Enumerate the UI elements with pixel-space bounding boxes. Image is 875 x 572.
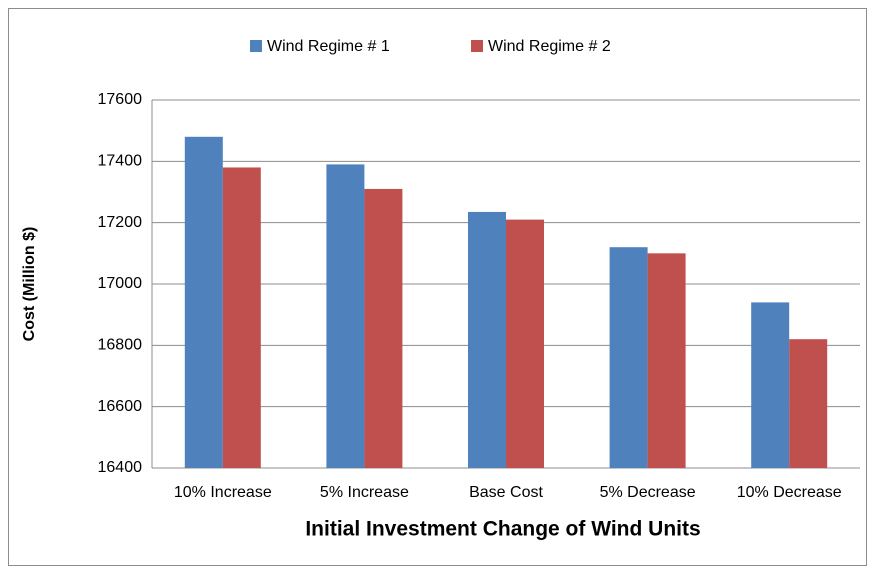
- legend-swatch: [250, 40, 262, 52]
- x-tick-label: Base Cost: [469, 484, 543, 501]
- legend-label: Wind Regime # 1: [267, 38, 390, 55]
- y-tick-label: 17600: [98, 91, 143, 108]
- bar: [506, 219, 544, 468]
- x-tick-label: 10% Increase: [174, 484, 272, 501]
- x-axis-title: Initial Investment Change of Wind Units: [305, 518, 700, 541]
- bar: [364, 188, 403, 468]
- bar: [609, 247, 648, 468]
- bar: [789, 339, 828, 468]
- y-tick-label: 17400: [98, 153, 143, 170]
- y-tick-label: 16600: [98, 398, 143, 415]
- bar: [326, 164, 365, 468]
- bar: [468, 211, 506, 468]
- y-tick-label: 16400: [98, 459, 143, 476]
- x-tick-label: 10% Decrease: [737, 484, 842, 501]
- x-tick-label: 5% Decrease: [600, 484, 696, 501]
- y-tick-label: 16800: [98, 337, 143, 354]
- bar: [222, 167, 261, 468]
- y-tick-label: 17000: [98, 275, 143, 292]
- y-tick-label: 17200: [98, 214, 143, 231]
- y-axis-title: Cost (Million $): [21, 227, 38, 342]
- bar: [647, 253, 686, 468]
- x-tick-label: 5% Increase: [320, 484, 409, 501]
- bar: [184, 136, 223, 469]
- bar: [751, 302, 790, 468]
- legend-label: Wind Regime # 2: [488, 38, 611, 55]
- legend-swatch: [471, 40, 483, 52]
